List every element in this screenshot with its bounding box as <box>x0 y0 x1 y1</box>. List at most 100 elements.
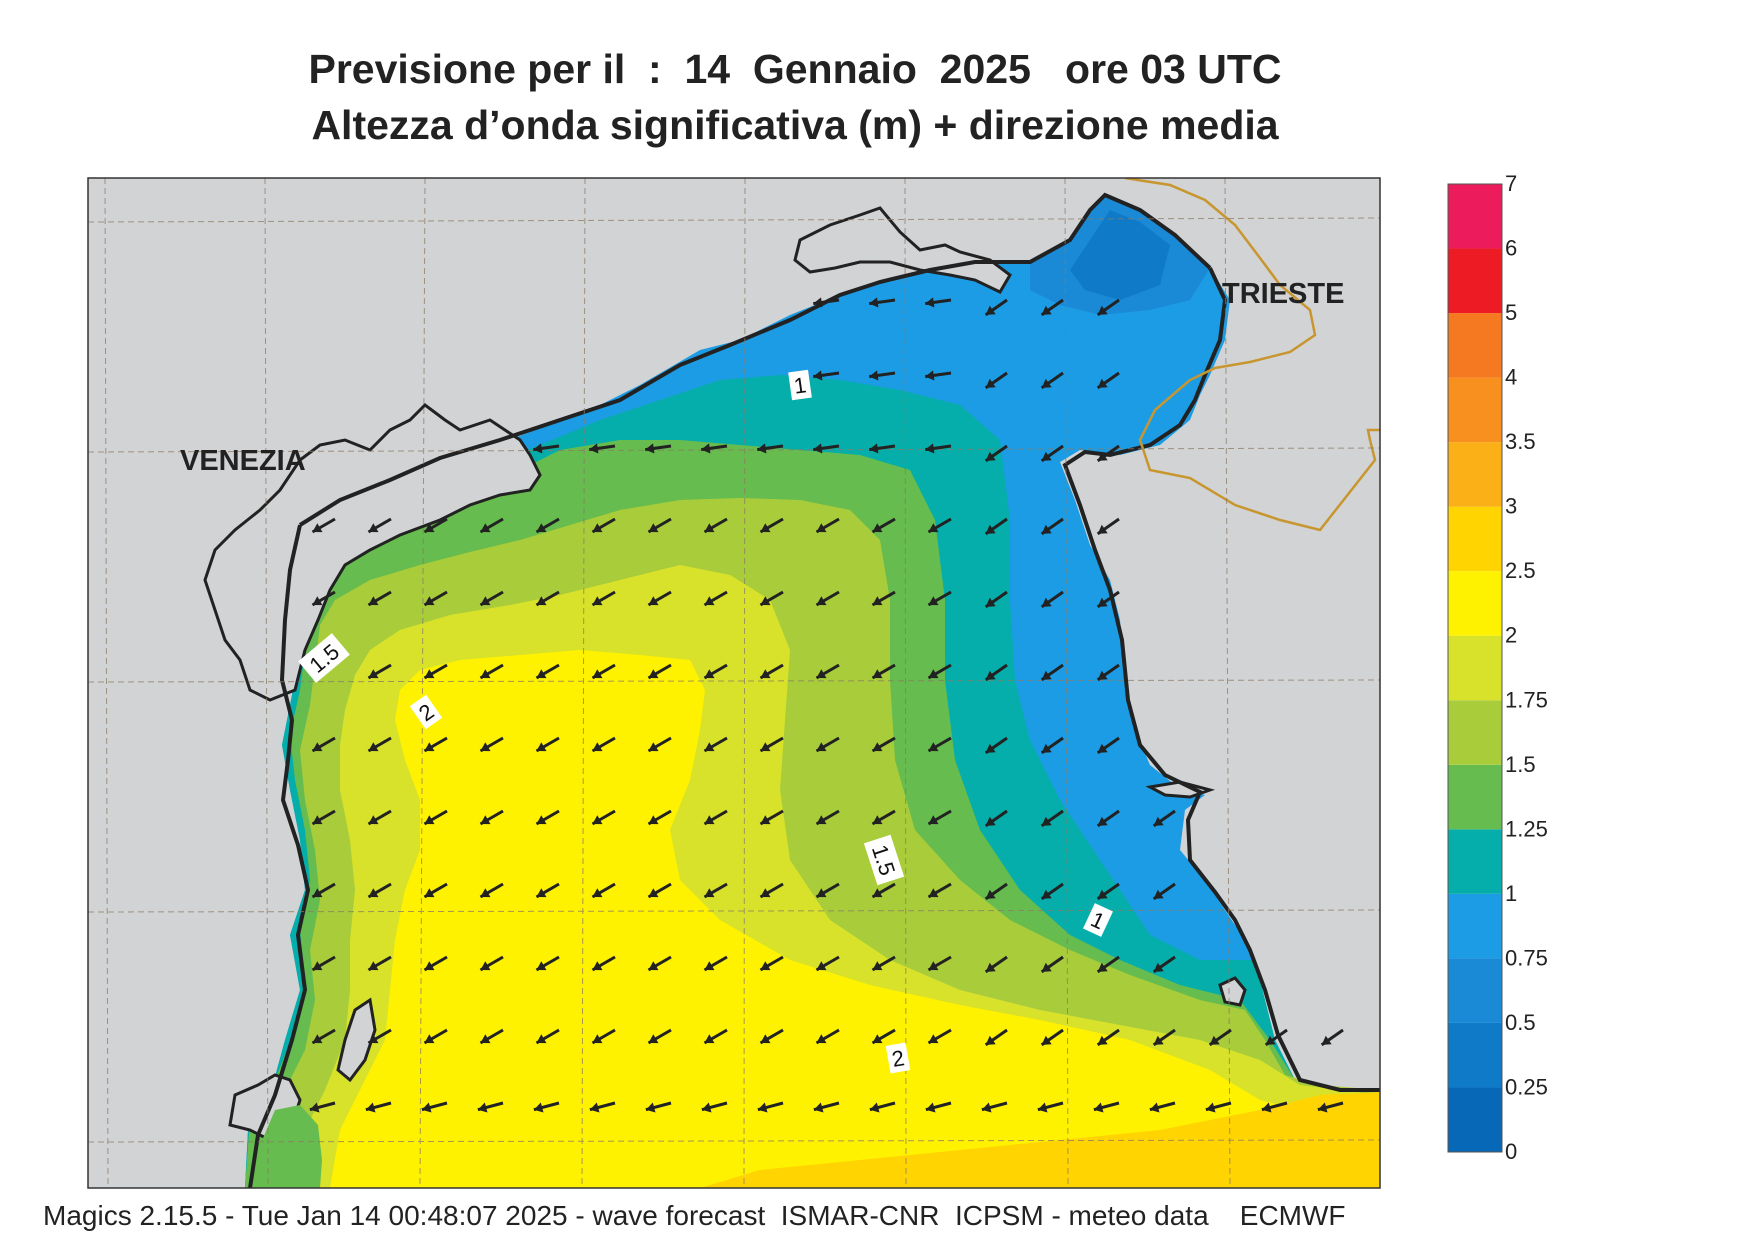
direction-arrow-head <box>925 1102 936 1113</box>
direction-arrow-head <box>480 961 491 971</box>
direction-arrow-head <box>985 305 996 315</box>
direction-arrow-head <box>1097 816 1108 826</box>
direction-arrow-head <box>648 669 659 679</box>
direction-arrow-head <box>928 1034 939 1044</box>
direction-arrow-head <box>1265 1035 1276 1045</box>
direction-arrow-head <box>645 443 655 454</box>
footer-credits: Magics 2.15.5 - Tue Jan 14 00:48:07 2025… <box>43 1200 1346 1231</box>
direction-arrow-head <box>648 523 659 533</box>
direction-arrow-head <box>424 1034 435 1044</box>
legend-label: 7 <box>1505 171 1517 196</box>
legend-label: 2 <box>1505 623 1517 648</box>
sea-level-0.25 <box>1070 210 1170 300</box>
legend-swatch <box>1448 1087 1502 1152</box>
venice-lagoon <box>203 403 542 702</box>
direction-arrow-head <box>1097 378 1108 388</box>
direction-arrow-head <box>592 523 603 533</box>
direction-arrow-head <box>760 888 771 898</box>
direction-arrow-head <box>1097 670 1108 680</box>
legend-label: 4 <box>1505 365 1517 390</box>
direction-arrow-head <box>813 370 823 381</box>
legend-swatch <box>1448 506 1502 572</box>
direction-arrow-head <box>816 1034 827 1044</box>
direction-arrow-head <box>536 961 547 971</box>
direction-arrow-head <box>424 596 435 606</box>
direction-arrow-head <box>536 523 547 533</box>
direction-arrow-head <box>536 1034 547 1044</box>
direction-arrow-head <box>309 1102 320 1113</box>
direction-arrow-head <box>760 669 771 679</box>
direction-arrow-head <box>592 815 603 825</box>
contour-labels: 1 1.5 2 1.5 1 2 <box>298 369 1113 1074</box>
direction-arrow-head <box>648 596 659 606</box>
direction-arrow-head <box>760 596 771 606</box>
direction-arrow-head <box>368 815 379 825</box>
direction-arrow-head <box>704 1034 715 1044</box>
direction-arrow-head <box>592 888 603 898</box>
direction-arrow-head <box>985 378 996 388</box>
direction-arrow-head <box>816 815 827 825</box>
direction-arrow-head <box>1097 451 1108 461</box>
direction-arrow-head <box>536 742 547 752</box>
direction-arrow-head <box>1041 962 1052 972</box>
direction-arrow-head <box>1041 597 1052 607</box>
direction-arrow-head <box>648 815 659 825</box>
legend-color-bar: 0 0.25 0.5 0.75 1 1.25 1.5 1.75 2 2.5 3 3.5 4 5 6 7 <box>1447 171 1548 1164</box>
direction-arrow-head <box>760 1034 771 1044</box>
city-label-venezia: VENEZIA <box>180 445 306 477</box>
direction-arrow-head <box>872 596 883 606</box>
legend-label: 0.75 <box>1505 945 1548 970</box>
direction-arrow-head <box>760 523 771 533</box>
direction-arrow-head <box>757 443 767 454</box>
sea-level-2.5 <box>700 1092 1380 1188</box>
direction-arrow-head <box>312 742 323 752</box>
direction-arrow-head <box>872 1034 883 1044</box>
direction-arrow-head <box>648 961 659 971</box>
direction-arrow-head <box>592 961 603 971</box>
legend-swatch <box>1448 248 1502 314</box>
legend-frame <box>1447 183 1503 1153</box>
direction-arrow-head <box>872 961 883 971</box>
legend-swatch <box>1448 635 1502 701</box>
direction-arrow-head <box>985 1035 996 1045</box>
direction-arrow-head <box>592 1034 603 1044</box>
direction-arrow-head <box>701 443 711 454</box>
direction-arrow-head <box>1153 1035 1164 1045</box>
direction-arrow-head <box>1037 1102 1048 1113</box>
direction-arrow-head <box>1097 305 1108 315</box>
direction-arrow-head <box>872 669 883 679</box>
direction-arrow-head <box>985 816 996 826</box>
direction-arrow-head <box>701 1102 712 1113</box>
direction-arrow-head <box>816 742 827 752</box>
direction-arrow-head <box>368 1034 379 1044</box>
legend-swatch <box>1448 313 1502 378</box>
legend-label: 3 <box>1505 494 1517 519</box>
direction-arrow-head <box>365 1102 376 1113</box>
legend-label: 1.25 <box>1505 816 1548 841</box>
direction-arrow-head <box>312 523 323 533</box>
direction-arrow-head <box>1209 1035 1220 1045</box>
direction-arrow-head <box>704 888 715 898</box>
direction-arrow-head <box>757 1102 768 1113</box>
map-frame <box>87 177 1381 1189</box>
direction-arrow-head <box>869 443 879 454</box>
direction-arrow-head <box>312 961 323 971</box>
legend-label: 1.5 <box>1505 752 1536 777</box>
direction-arrow-head <box>648 888 659 898</box>
direction-arrow-head <box>704 742 715 752</box>
legend-label: 6 <box>1505 236 1517 261</box>
map-title: Previsione per il : 14 Gennaio 2025 ore … <box>308 46 1282 92</box>
direction-arrow-head <box>1093 1102 1104 1113</box>
direction-arrow-head <box>424 523 435 533</box>
legend-label: 1 <box>1505 881 1517 906</box>
direction-arrow-head <box>816 888 827 898</box>
direction-arrow-head <box>872 815 883 825</box>
direction-arrow-head <box>925 370 935 381</box>
direction-arrow-head <box>424 742 435 752</box>
legend-swatch <box>1448 700 1502 765</box>
svg-text:2: 2 <box>890 1045 906 1072</box>
direction-arrow-head <box>1097 962 1108 972</box>
direction-arrow-head <box>872 888 883 898</box>
direction-arrow-head <box>312 1034 323 1044</box>
